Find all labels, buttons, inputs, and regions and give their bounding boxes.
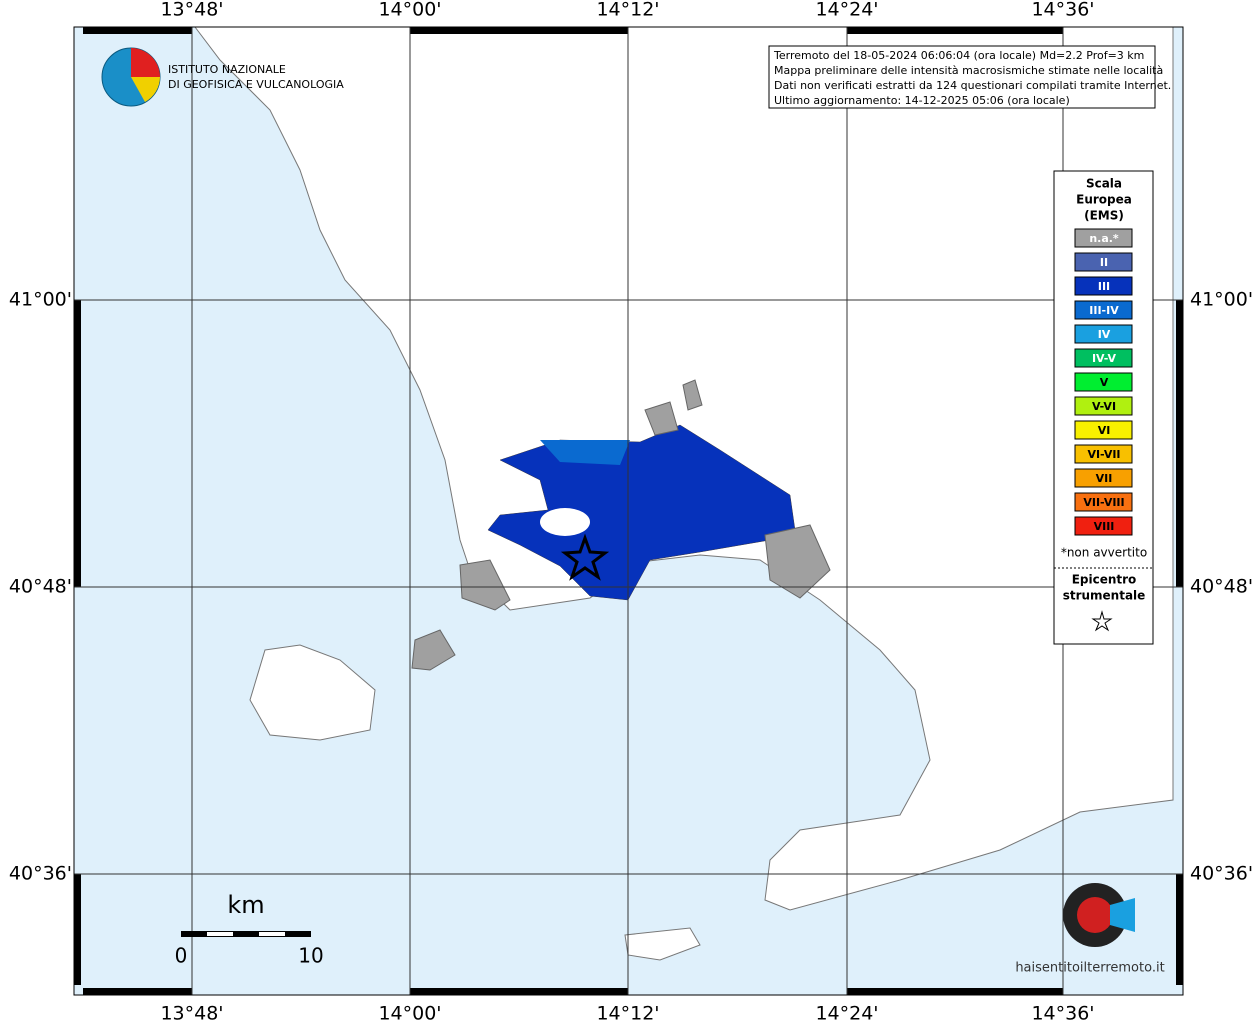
legend-star [1091,610,1113,632]
legend-label: V-VI [1092,400,1116,413]
logo-segment [131,48,160,77]
na-area [682,379,703,411]
lon-label: 14°12' [596,0,659,21]
info-box [768,45,1156,109]
legend-swatch [1074,396,1133,416]
lon-label: 14°12' [596,1003,659,1024]
legend-label: II [1100,256,1108,269]
legend-label: VII-VIII [1083,496,1124,509]
legend-note: *non avvertito [1061,546,1147,560]
lon-label: 14°00' [378,0,441,21]
lon-label: 13°48' [160,0,223,21]
lon-label: 13°48' [160,1003,223,1024]
frame-bar [410,988,628,995]
legend-label: V [1100,376,1109,389]
legend-epicenter: strumentale [1063,589,1146,603]
lat-label: 40°36' [1190,863,1253,885]
lon-label: 14°24' [815,1003,878,1024]
legend-label: III-IV [1089,304,1119,317]
legend-title: Europea [1076,193,1132,207]
legend-swatch [1074,468,1133,488]
lat-label: 41°00' [1190,289,1253,311]
info-line: Mappa preliminare delle intensità macros… [774,64,1163,77]
lon-label: 14°36' [1031,1003,1094,1024]
legend-swatch [1074,228,1133,248]
legend-label: IV [1098,328,1111,341]
frame-bar [74,300,81,587]
legend-epicenter: Epicentro [1072,573,1137,587]
unaffected-area [540,508,590,536]
site-name: haisentitoilterremoto.it [1015,961,1164,976]
na-area [644,401,679,436]
legend-label: VI [1098,424,1111,437]
frame-bar [1176,874,1183,985]
logo-text: DI GEOFISICA E VULCANOLOGIA [168,78,344,91]
lat-label: 40°48' [9,576,72,598]
scale-tick: 10 [298,944,323,968]
legend-label: III [1098,280,1110,293]
scale-bar-segment [207,932,233,936]
frame-bar [83,27,192,34]
scale-tick: 0 [175,944,188,968]
frame-bar [410,27,628,34]
info-line: Terremoto del 18-05-2024 06:06:04 (ora l… [773,49,1144,62]
info-line: Dati non verificati estratti da 124 ques… [774,79,1171,92]
intensity-area [487,424,796,601]
ischia [249,644,376,741]
site-logo: haisentitoilterremoto.it [1015,883,1165,976]
logo: ISTITUTO NAZIONALE DI GEOFISICA E VULCAN… [101,47,344,107]
scale-unit: km [227,891,264,919]
legend-swatch [1074,372,1133,392]
frame-bar [83,988,192,995]
legend-label: VIII [1094,520,1115,533]
frame [73,26,1184,996]
lon-label: 14°24' [815,0,878,21]
scale-bar-body [181,931,311,937]
lat-label: 41°00' [9,289,72,311]
na-area [764,524,831,599]
legend-swatch [1074,444,1133,464]
legend-swatch [1074,516,1133,536]
legend-swatch [1074,252,1133,272]
lon-label: 14°36' [1031,0,1094,21]
scale-bar: km 0 10 [175,891,324,968]
legend-swatch [1074,420,1133,440]
site-logo-ring [1077,897,1113,933]
legend-title: (EMS) [1084,209,1124,223]
legend-swatch [1074,492,1133,512]
scale-bar-segment [259,932,285,936]
procida [411,629,456,671]
frame-bar [1176,300,1183,587]
frame-bar [847,988,1063,995]
frame-bar [847,27,1063,34]
epicenter [560,533,610,581]
lon-label: 14°00' [378,1003,441,1024]
legend-swatch [1074,276,1133,296]
lat-label: 40°48' [1190,576,1253,598]
legend-swatch [1074,300,1133,320]
legend-swatch [1074,348,1133,368]
legend-title: Scala [1086,177,1122,191]
lat-label: 40°36' [9,863,72,885]
frame-bar [74,874,81,985]
info-line: Ultimo aggiornamento: 14-12-2025 05:06 (… [774,94,1070,107]
legend-label: VI-VII [1087,448,1120,461]
legend-swatch [1074,324,1133,344]
logo-text: ISTITUTO NAZIONALE [168,63,286,76]
legend-label: IV-V [1092,352,1117,365]
intensity-area [540,440,630,465]
site-logo-horn [1110,898,1135,932]
legend-label: VII [1096,472,1113,485]
logo-segment [131,77,160,102]
legend-label: n.a.* [1089,232,1119,245]
na-area [459,559,511,611]
